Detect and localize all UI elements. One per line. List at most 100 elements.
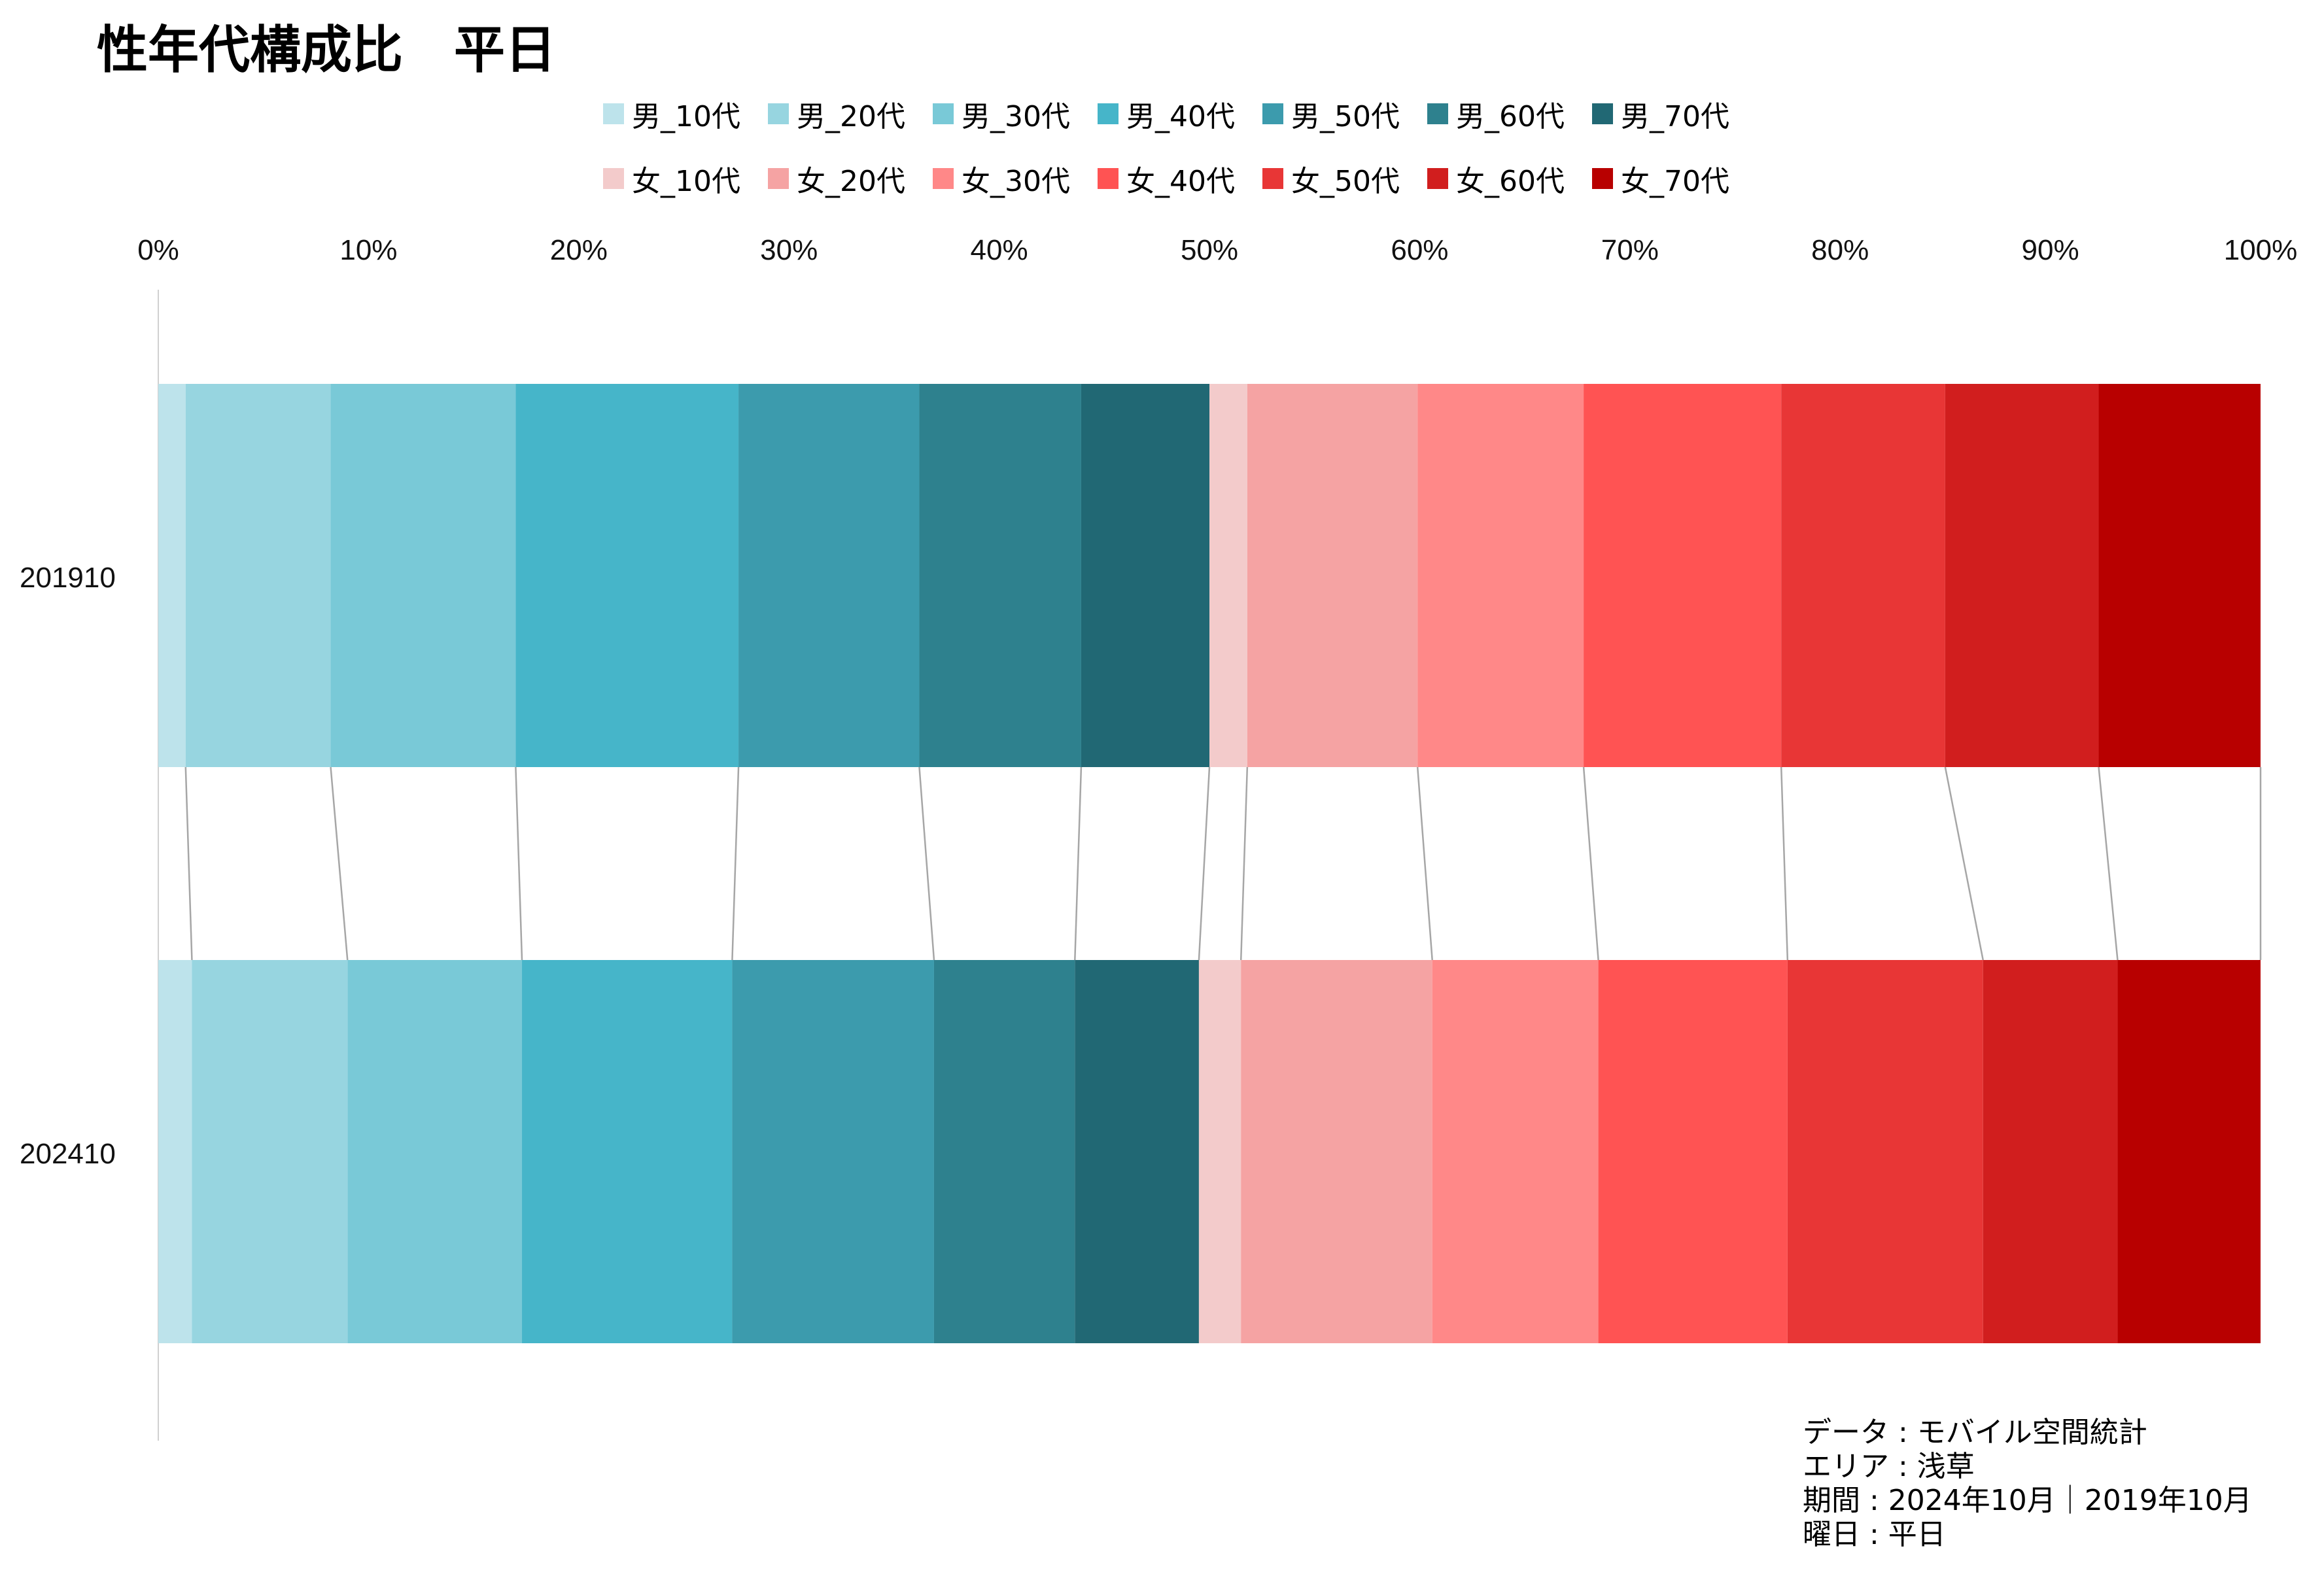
bar-segment-201910-男_50代 [738, 384, 920, 767]
connector-line [330, 766, 349, 961]
legend-label: 男_10代 [632, 100, 740, 133]
legend-label: 女_60代 [1456, 165, 1565, 198]
x-tick-label: 10% [339, 234, 397, 266]
legend-item-male-5: 男_60代 [1427, 93, 1592, 135]
bar-segment-201910-男_10代 [158, 384, 186, 767]
bar-segment-202410-女_20代 [1241, 960, 1432, 1343]
y-axis-categories: 201910 202410 [20, 562, 116, 1170]
legend-swatch [1098, 103, 1119, 124]
x-tick-label: 40% [971, 234, 1028, 266]
legend-item-male-4: 男_50代 [1262, 93, 1427, 135]
bar-segment-202410-男_70代 [1075, 960, 1199, 1343]
connector-line [731, 766, 740, 961]
x-tick-label: 60% [1391, 234, 1448, 266]
chart-title: 性年代構成比 平日 [97, 21, 557, 80]
connector-line [1780, 766, 1789, 961]
bar-segment-201910-女_30代 [1417, 384, 1584, 767]
legend-item-male-6: 男_70代 [1592, 93, 1757, 135]
source-period: 期間 : 2024年10月｜2019年10月 [1803, 1484, 2252, 1517]
legend-swatch [1592, 103, 1613, 124]
legend-swatch [1427, 103, 1448, 124]
bar-segment-202410-女_50代 [1787, 960, 1983, 1343]
legend-label: 男_40代 [1126, 100, 1235, 133]
x-tick-label: 30% [760, 234, 818, 266]
bar-segment-202410-女_30代 [1432, 960, 1599, 1343]
legend-item-male-1: 男_20代 [768, 93, 933, 135]
connector-line [2098, 766, 2119, 961]
bar-segment-202410-男_60代 [933, 960, 1075, 1343]
legend-item-female-0: 女_10代 [603, 158, 768, 199]
bar-segment-201910-男_60代 [919, 384, 1081, 767]
legend-swatch [768, 168, 789, 189]
bar-segment-201910-男_40代 [515, 384, 739, 767]
bar-segment-201910-男_70代 [1081, 384, 1209, 767]
legend-label: 女_50代 [1291, 165, 1400, 198]
legend-label: 男_20代 [797, 100, 905, 133]
bar-segment-202410-男_10代 [158, 960, 192, 1343]
connector-line [515, 766, 523, 961]
legend-item-female-6: 女_70代 [1592, 158, 1757, 199]
bar-segment-201910-男_20代 [185, 384, 331, 767]
legend-label: 男_50代 [1291, 100, 1400, 133]
bar-segment-201910-男_30代 [330, 384, 516, 767]
x-tick-label: 90% [2022, 234, 2079, 266]
connector-line [1240, 766, 1249, 961]
bar-segment-202410-女_70代 [2117, 960, 2261, 1343]
connector-line [918, 766, 935, 961]
legend-swatch [1427, 168, 1448, 189]
legend-label: 男_30代 [962, 100, 1070, 133]
connector-line [184, 766, 193, 961]
bar-segments [158, 384, 2261, 1343]
legend-label: 女_10代 [632, 165, 740, 198]
bar-segment-201910-女_20代 [1247, 384, 1418, 767]
legend-label: 女_40代 [1126, 165, 1235, 198]
legend-label: 男_60代 [1456, 100, 1565, 133]
legend-swatch [933, 103, 954, 124]
x-tick-label: 80% [1811, 234, 1869, 266]
legend-item-female-2: 女_30代 [933, 158, 1098, 199]
source-area: エリア : 浅草 [1803, 1450, 1975, 1483]
connector-lines [184, 766, 2262, 961]
legend-swatch [1262, 168, 1283, 189]
legend-label: 女_30代 [962, 165, 1070, 198]
bar-segment-201910-女_40代 [1584, 384, 1782, 767]
connector-line [1944, 766, 1984, 961]
legend-item-male-2: 男_30代 [933, 93, 1098, 135]
legend-item-male-3: 男_40代 [1098, 93, 1262, 135]
bar-segment-202410-男_40代 [522, 960, 733, 1343]
source-data: データ : モバイル空間統計 [1803, 1416, 2147, 1449]
legend-item-female-4: 女_50代 [1262, 158, 1427, 199]
bar-segment-201910-女_10代 [1209, 384, 1247, 767]
bar-segment-202410-女_10代 [1198, 960, 1241, 1343]
x-axis-ticks: 0% 10% 20% 30% 40% 50% 60% 70% 80% 90% 100% [137, 234, 2297, 266]
x-tick-label: 50% [1181, 234, 1238, 266]
source-day: 曜日 : 平日 [1803, 1518, 1946, 1551]
legend-male-row: 男_10代 男_20代 男_30代 男_40代 男_50代 男_60代 男_70代 [603, 94, 1757, 133]
bar-segment-201910-女_70代 [2098, 384, 2261, 767]
legend-swatch [1262, 103, 1283, 124]
legend-item-female-1: 女_20代 [768, 158, 933, 199]
bar-segment-202410-女_40代 [1598, 960, 1788, 1343]
x-tick-label: 0% [137, 234, 179, 266]
bar-segment-201910-女_60代 [1945, 384, 2099, 767]
legend-swatch [603, 103, 624, 124]
source-note: データ : モバイル空間統計 エリア : 浅草 期間 : 2024年10月｜20… [1803, 1416, 2252, 1552]
connector-line [1582, 766, 1599, 961]
legend-swatch [1098, 168, 1119, 189]
connector-line [1074, 766, 1083, 961]
x-tick-label: 100% [2224, 234, 2298, 266]
legend-item-female-3: 女_40代 [1098, 158, 1262, 199]
legend-item-male-0: 男_10代 [603, 93, 768, 135]
bar-segment-202410-男_20代 [192, 960, 348, 1343]
bar-segment-202410-男_50代 [732, 960, 934, 1343]
category-label: 202410 [20, 1138, 116, 1170]
connector-line [1198, 766, 1211, 961]
x-tick-label: 70% [1601, 234, 1659, 266]
legend-label: 男_70代 [1621, 100, 1729, 133]
legend-swatch [1592, 168, 1613, 189]
connector-line [1416, 766, 1433, 961]
legend-swatch [768, 103, 789, 124]
category-label: 201910 [20, 562, 116, 594]
legend-label: 女_70代 [1621, 165, 1729, 198]
